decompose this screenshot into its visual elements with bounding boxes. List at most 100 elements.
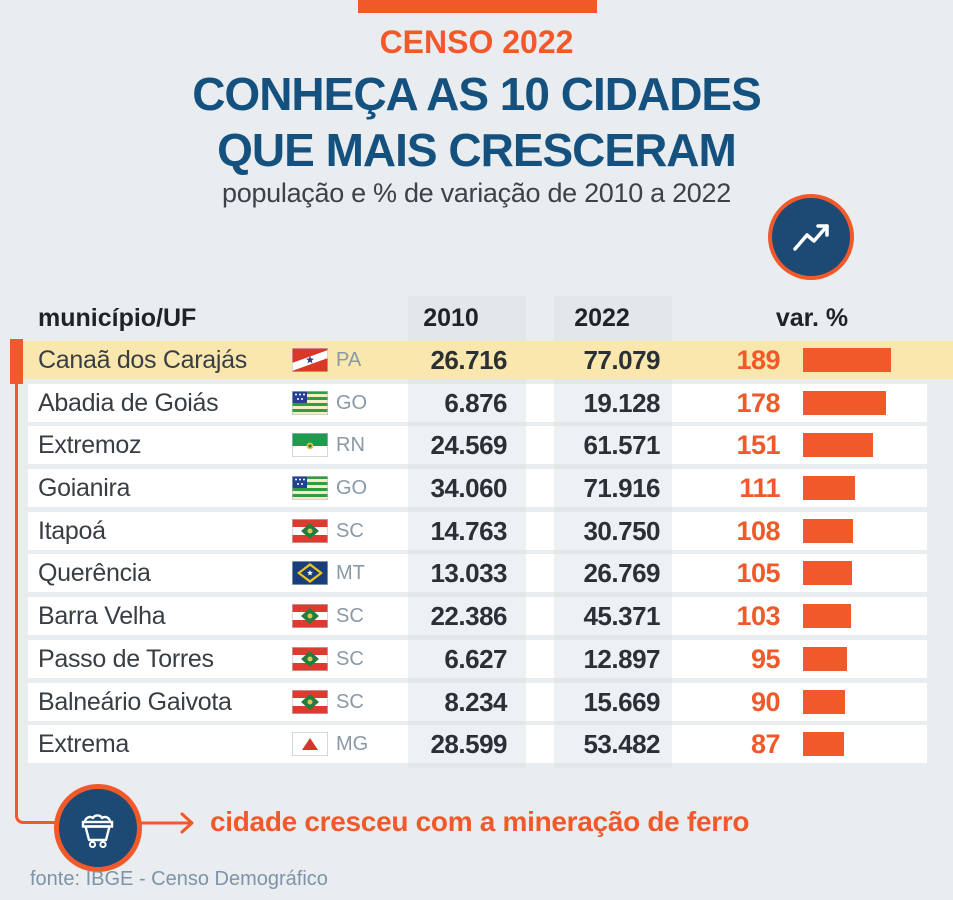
variation-percent: 108 [736,515,780,546]
population-2022: 61.571 [583,430,660,461]
city-name: Canaã dos Carajás [38,346,247,374]
state-flag-icon-sc [292,518,328,543]
page-subtitle: população e % de variação de 2010 a 2022 [222,178,731,208]
mine-cart-icon [81,814,114,849]
population-2010: 6.627 [444,643,507,674]
table-body: Canaã dos Carajás PA 26.716 77.079 189 A… [0,341,953,764]
table-row: Extrema MG 28.599 53.482 87 [0,725,953,764]
population-2010: 24.569 [430,430,507,461]
variation-percent: 111 [739,473,780,504]
column-header-2010: 2010 [423,304,479,332]
variation-bar [803,561,852,586]
variation-bar [803,646,847,671]
table-row: Barra Velha SC 22.386 45.371 103 [0,597,953,636]
mining-badge [54,784,142,872]
highlight-connector-line [15,384,63,824]
page-title: CONHEÇA AS 10 CIDADES QUE MAIS CRESCERAM [0,66,953,178]
state-code: RN [336,434,365,457]
variation-bar [803,518,853,543]
callout-text: cidade cresceu com a mineração de ferro [210,806,750,837]
population-2022: 30.750 [583,515,660,546]
variation-bar [803,732,844,757]
state-code: SC [336,647,364,670]
city-name: Abadia de Goiás [38,388,219,417]
state-code: SC [336,519,364,542]
city-name: Goianira [38,474,131,503]
city-name: Querência [38,559,151,588]
variation-bar [803,604,851,629]
variation-bar [803,390,886,415]
highlight-row-marker [10,339,23,384]
source-note: fonte: IBGE - Censo Demográfico [30,868,328,890]
population-2010: 34.060 [430,473,507,504]
callout-arrow-icon [140,812,194,834]
variation-percent: 90 [750,686,781,717]
state-flag-icon-rn [292,433,328,458]
city-name: Balneário Gaivota [38,687,232,716]
population-2022: 45.371 [583,601,660,632]
state-flag-icon-go [292,390,328,415]
trend-badge [768,194,854,280]
state-code: PA [336,349,362,371]
population-2022: 19.128 [583,387,660,418]
city-name: Itapoá [38,516,106,545]
top-accent-bar [358,0,597,13]
population-2022: 71.916 [583,473,660,504]
population-2010: 6.876 [444,387,507,418]
variation-bar [803,433,873,458]
state-flag-icon-go [292,476,328,501]
city-name: Barra Velha [38,602,166,631]
state-code: MT [336,562,365,585]
state-flag-icon-pa [292,348,328,372]
population-2010: 13.033 [430,558,507,589]
variation-bar [803,476,855,501]
variation-bar [803,348,891,372]
population-2022: 15.669 [583,686,660,717]
row-background [23,341,953,379]
city-name: Passo de Torres [38,644,214,673]
kicker: CENSO 2022 [379,24,574,60]
page-title-line2: QUE MAIS CRESCERAM [217,124,737,176]
population-2010: 28.599 [430,729,507,760]
variation-percent: 105 [736,558,780,589]
state-flag-icon-sc [292,689,328,714]
column-header-var: var. % [775,304,849,332]
population-2010: 26.716 [430,345,507,375]
variation-bar [803,689,845,714]
population-2022: 53.482 [583,729,660,760]
state-flag-icon-sc [292,646,328,671]
table-row: Querência MT 13.033 26.769 105 [0,554,953,593]
state-code: GO [336,477,368,500]
city-name: Extrema [38,730,129,759]
state-code: MG [336,733,369,756]
state-flag-icon-mt [292,561,328,586]
variation-percent: 95 [750,643,781,674]
page-title-line1: CONHEÇA AS 10 CIDADES [192,68,762,120]
variation-percent: 151 [736,430,780,461]
state-code: SC [336,690,364,713]
city-name: Extremoz [38,431,142,460]
table-row: Extremoz RN 24.569 61.571 151 [0,426,953,465]
table-row: Goianira GO 34.060 71.916 111 [0,469,953,508]
population-2010: 8.234 [444,686,507,717]
population-2022: 77.079 [583,345,660,375]
state-flag-icon-mg [292,732,328,757]
table-row: Itapoá SC 14.763 30.750 108 [0,511,953,550]
population-2010: 14.763 [430,515,507,546]
variation-percent: 178 [736,387,780,418]
table-row: Passo de Torres SC 6.627 12.897 95 [0,639,953,678]
population-2010: 22.386 [430,601,507,632]
population-2022: 26.769 [583,558,660,589]
table-row: Canaã dos Carajás PA 26.716 77.079 189 [0,341,953,379]
trend-up-icon [793,224,829,251]
table-header: município/UF 2010 2022 var. % [0,301,953,335]
variation-percent: 189 [736,345,780,375]
state-flag-icon-sc [292,604,328,629]
table-row: Abadia de Goiás GO 6.876 19.128 178 [0,383,953,422]
variation-percent: 103 [736,601,780,632]
column-header-2022: 2022 [574,304,630,332]
state-code: SC [336,605,364,628]
column-header-city: município/UF [38,304,197,332]
state-code: GO [336,391,368,414]
variation-percent: 87 [750,729,781,760]
